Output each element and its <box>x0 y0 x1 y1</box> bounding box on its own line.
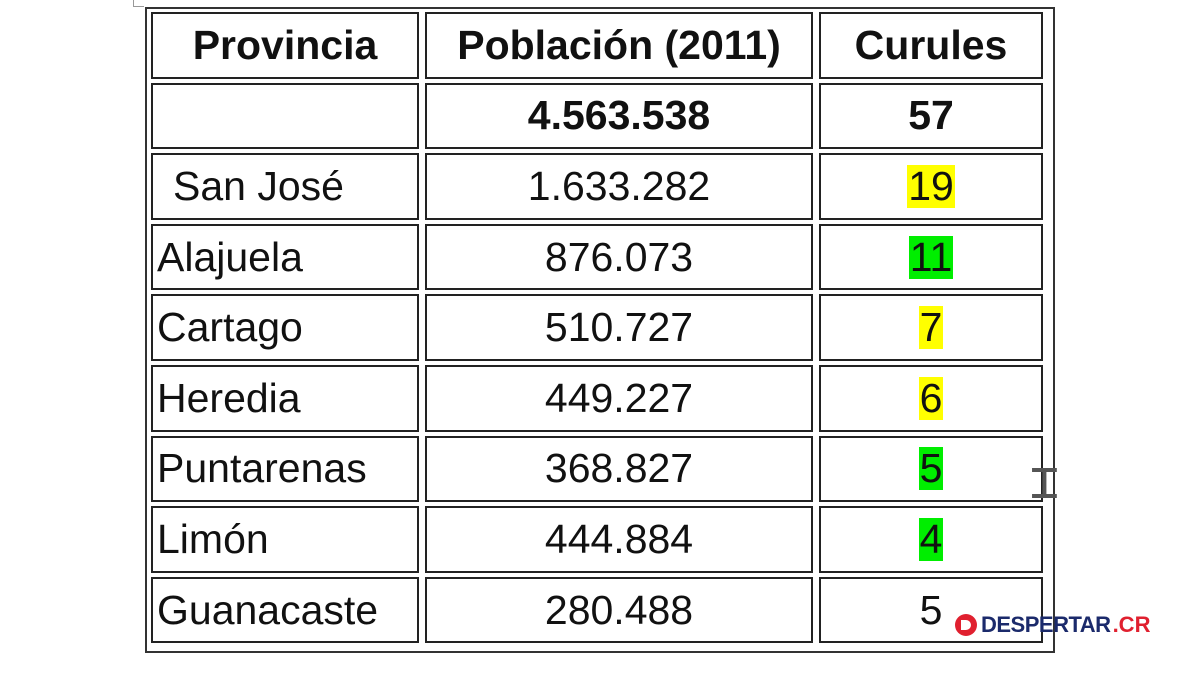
curules-value: 6 <box>918 374 944 421</box>
row-curules: 4 <box>819 506 1043 573</box>
total-provincia <box>151 82 419 150</box>
row-poblacion: 510.727 <box>425 294 813 361</box>
row-poblacion: 444.884 <box>425 506 813 573</box>
row-provincia: Limón <box>151 506 419 573</box>
row-poblacion: 280.488 <box>425 576 813 644</box>
logo-tld: .CR <box>1112 612 1151 637</box>
curules-value: 11 <box>908 233 954 280</box>
row-provincia: Puntarenas <box>151 435 419 503</box>
row-provincia: Alajuela <box>151 223 419 291</box>
total-curules: 57 <box>819 82 1043 150</box>
header-poblacion: Población (2011) <box>425 12 813 79</box>
row-poblacion: 876.073 <box>425 223 813 291</box>
row-curules: 5 <box>819 576 1043 644</box>
logo-wordmark: DESPERTAR <box>981 612 1111 637</box>
population-table: Provincia Población (2011) Curules 4.563… <box>148 10 1046 645</box>
curules-value: 5 <box>918 445 944 492</box>
row-curules: 7 <box>819 294 1043 361</box>
curules-value: 7 <box>918 304 944 351</box>
curules-value: 19 <box>907 162 955 209</box>
row-curules: 6 <box>819 364 1043 432</box>
total-poblacion: 4.563.538 <box>425 82 813 150</box>
header-curules: Curules <box>819 12 1043 79</box>
curules-value: 5 <box>919 586 943 633</box>
row-curules: 5 <box>819 435 1043 503</box>
row-curules: 19 <box>819 153 1043 220</box>
row-provincia: Heredia <box>151 364 419 432</box>
header-provincia: Provincia <box>151 12 419 79</box>
row-poblacion: 368.827 <box>425 435 813 503</box>
row-provincia: San José <box>151 153 419 220</box>
corner-mark <box>133 0 144 7</box>
row-poblacion: 1.633.282 <box>425 153 813 220</box>
row-curules: 11 <box>819 223 1043 291</box>
despertar-logo-icon <box>955 614 977 636</box>
despertar-logo: DESPERTAR .CR <box>955 612 1150 638</box>
curules-value: 4 <box>918 515 944 562</box>
row-poblacion: 449.227 <box>425 364 813 432</box>
row-provincia: Guanacaste <box>151 576 419 644</box>
text-cursor-icon: ⌶ <box>1030 454 1059 510</box>
table-frame <box>145 7 1055 653</box>
row-provincia: Cartago <box>151 294 419 361</box>
